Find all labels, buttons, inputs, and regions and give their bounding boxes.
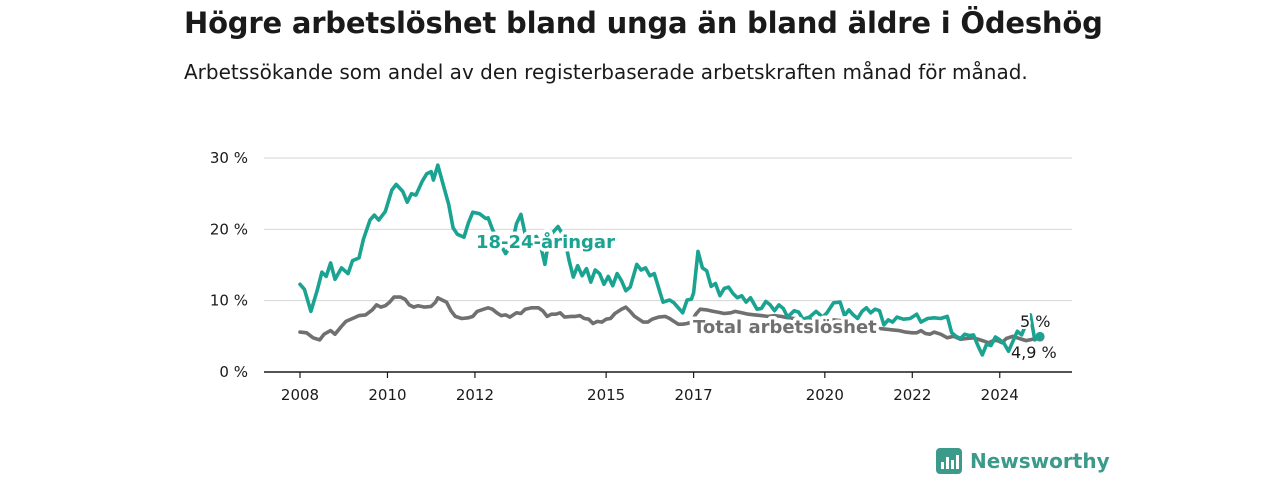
y-axis-ticks: 0 % 10 % 20 % 30 % <box>210 149 248 381</box>
series-line-youth <box>298 163 1042 357</box>
end-value-youth: 5 % <box>1020 312 1050 331</box>
x-axis-ticks: 2008 2010 2012 2015 2017 2020 2022 2024 <box>281 372 1019 404</box>
series-line-total <box>298 295 1042 345</box>
gridlines <box>264 157 1072 373</box>
y-tick-label: 10 % <box>210 292 248 310</box>
series-endpoint-youth <box>1035 331 1045 341</box>
newsworthy-logo: Newsworthy <box>936 448 1110 474</box>
x-tick-label: 2024 <box>981 386 1019 404</box>
x-tick-label: 2017 <box>675 386 713 404</box>
x-tick-label: 2022 <box>893 386 931 404</box>
bar-chart-icon <box>936 448 962 474</box>
y-tick-label: 20 % <box>210 220 248 238</box>
series-lines <box>298 163 1045 357</box>
series-label-total: Total arbetslöshet <box>693 317 877 338</box>
series-labels: 18-24-åringar Total arbetslöshet 5 % 4,9 % <box>473 228 1059 365</box>
x-tick-label: 2015 <box>587 386 625 404</box>
chart-title: Högre arbetslöshet bland unga än bland ä… <box>184 6 1103 40</box>
end-value-total: 4,9 % <box>1011 343 1057 362</box>
series-label-youth: 18-24-åringar <box>476 231 615 253</box>
x-tick-label: 2012 <box>456 386 494 404</box>
chart-subtitle: Arbetssökande som andel av den registerb… <box>184 60 1028 84</box>
brand-name: Newsworthy <box>970 449 1110 473</box>
x-tick-label: 2020 <box>806 386 844 404</box>
x-tick-label: 2010 <box>368 386 406 404</box>
y-tick-label: 30 % <box>210 149 248 167</box>
y-tick-label: 0 % <box>219 363 248 381</box>
x-tick-label: 2008 <box>281 386 319 404</box>
line-chart: 0 % 10 % 20 % 30 % 2008 2010 2012 2015 2017 2020… <box>210 149 1072 404</box>
